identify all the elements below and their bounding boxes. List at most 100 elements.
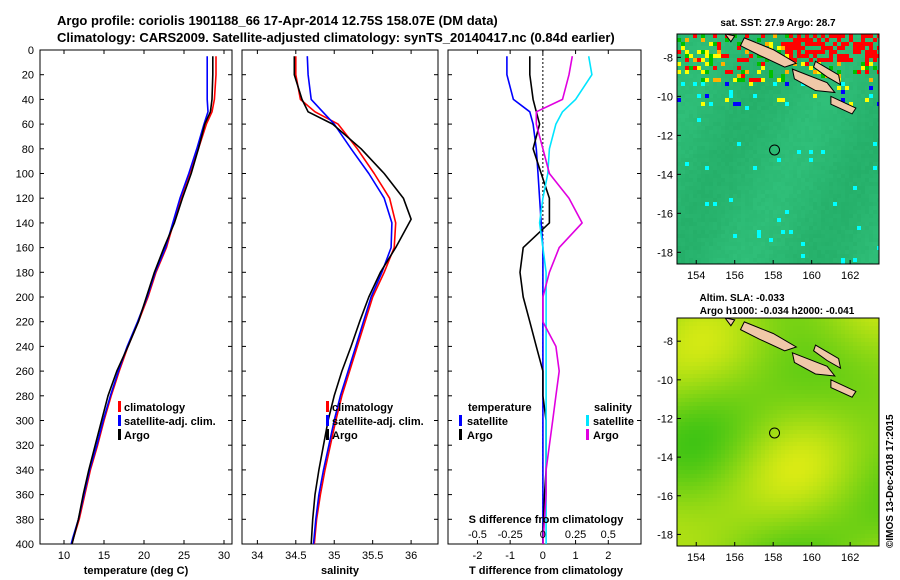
map-cell — [705, 374, 709, 378]
map-cell — [821, 426, 825, 430]
map-cell — [717, 106, 721, 110]
map-cell — [865, 442, 869, 446]
map-cell — [757, 90, 761, 94]
map-cell — [853, 38, 857, 42]
map-cell — [821, 386, 825, 390]
map-cell — [877, 150, 879, 154]
map-cell — [853, 198, 857, 202]
map-cell — [757, 262, 761, 264]
map-cell — [857, 90, 861, 94]
map-cell — [837, 374, 841, 378]
map-cell — [741, 206, 745, 210]
map-cell — [749, 338, 753, 342]
map-cell — [865, 238, 869, 242]
map-cell — [713, 194, 717, 198]
map-cell — [745, 142, 749, 146]
map-cell — [789, 390, 793, 394]
map-cell — [777, 242, 781, 246]
map-cell — [761, 86, 765, 90]
map-cell — [693, 430, 697, 434]
map-cell — [677, 110, 681, 114]
map-cell — [817, 198, 821, 202]
map-cell — [849, 34, 853, 38]
map-cell — [777, 322, 781, 326]
map-cell — [701, 218, 705, 222]
map-cell — [849, 186, 853, 190]
map-cell — [765, 62, 769, 66]
map-cell — [697, 198, 701, 202]
map-cell — [785, 198, 789, 202]
map-cell — [789, 82, 793, 86]
map-cell — [717, 98, 721, 102]
map-cell — [833, 330, 837, 334]
map-cell — [689, 434, 693, 438]
map-cell — [717, 234, 721, 238]
map-cell — [837, 250, 841, 254]
map-cell — [685, 250, 689, 254]
map-cell — [801, 422, 805, 426]
map-cell — [765, 434, 769, 438]
map-cell — [705, 122, 709, 126]
map-cell — [705, 338, 709, 342]
map-cell — [709, 234, 713, 238]
map-cell — [717, 326, 721, 330]
map-cell — [841, 218, 845, 222]
map-cell — [765, 430, 769, 434]
map-cell — [869, 170, 873, 174]
map-cell — [677, 154, 681, 158]
map-cell — [693, 414, 697, 418]
map-cell — [677, 218, 681, 222]
map-cell — [825, 226, 829, 230]
map-cell — [801, 182, 805, 186]
map-cell — [857, 82, 861, 86]
map-cell — [805, 318, 809, 322]
map-cell — [753, 318, 757, 322]
map-cell — [825, 190, 829, 194]
map-cell — [741, 242, 745, 246]
map-cell — [797, 146, 801, 150]
map-cell — [745, 358, 749, 362]
map-cell — [817, 342, 821, 346]
map-cell — [841, 342, 845, 346]
map-cell — [825, 218, 829, 222]
map-cell — [861, 418, 865, 422]
map-cell — [677, 78, 681, 82]
map-cell — [781, 118, 785, 122]
map-cell — [869, 254, 873, 258]
map-cell — [705, 446, 709, 450]
map-cell — [849, 154, 853, 158]
map-cell — [845, 190, 849, 194]
map-cell — [697, 254, 701, 258]
map-cell — [833, 394, 837, 398]
map-cell — [857, 146, 861, 150]
map-cell — [869, 422, 873, 426]
map-cell — [733, 186, 737, 190]
map-cell — [773, 390, 777, 394]
map-cell — [753, 350, 757, 354]
map-cell — [857, 162, 861, 166]
map-cell — [685, 126, 689, 130]
map-cell — [877, 126, 879, 130]
map-cell — [861, 242, 865, 246]
map-cell — [757, 166, 761, 170]
map-cell — [865, 450, 869, 454]
map-cell — [797, 442, 801, 446]
map-cell — [721, 206, 725, 210]
map-cell — [713, 450, 717, 454]
map-cell — [869, 78, 873, 82]
map-cell — [809, 150, 813, 154]
map-cell — [725, 142, 729, 146]
map-cell — [801, 186, 805, 190]
map-cell — [833, 234, 837, 238]
map-cell — [717, 434, 721, 438]
map-cell — [741, 354, 745, 358]
map-cell — [797, 450, 801, 454]
map-cell — [857, 178, 861, 182]
map-cell — [769, 242, 773, 246]
map-cell — [721, 258, 725, 262]
map-cell — [821, 222, 825, 226]
map-cell — [745, 238, 749, 242]
map-cell — [745, 378, 749, 382]
map-cell — [697, 410, 701, 414]
map-cell — [801, 418, 805, 422]
